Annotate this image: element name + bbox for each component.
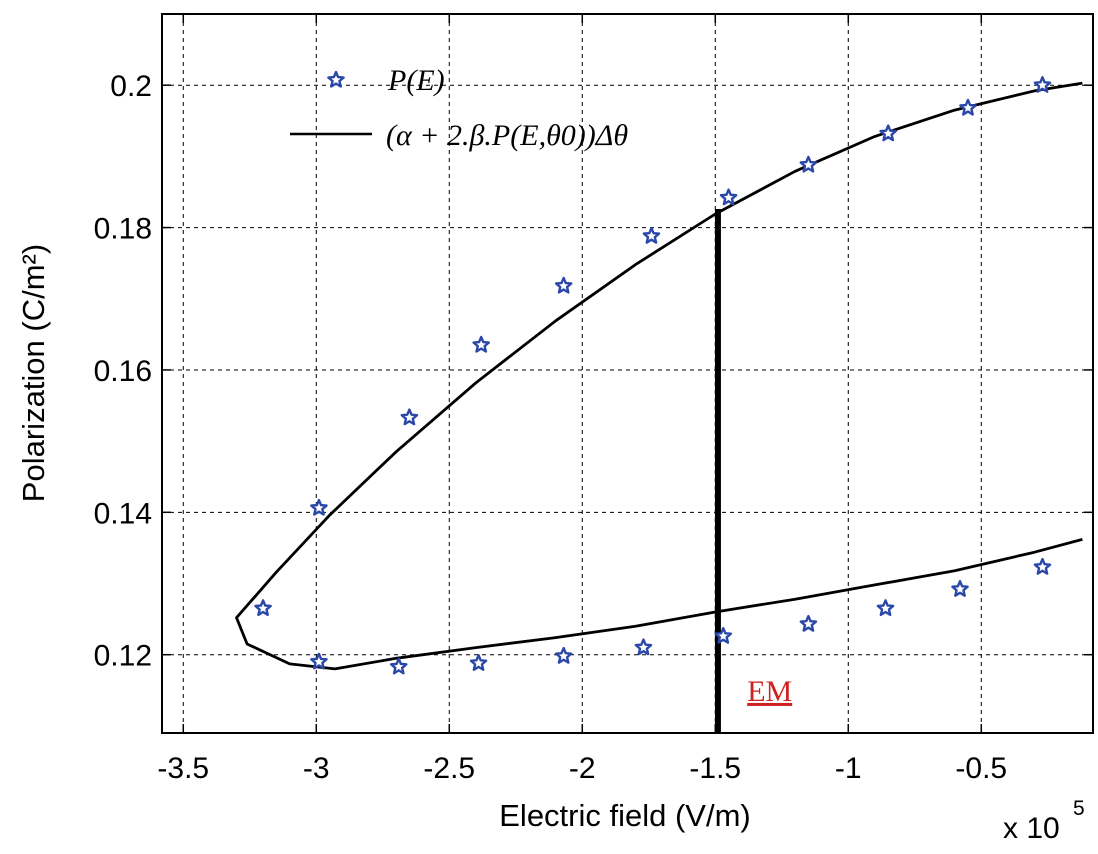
data-point (400, 408, 419, 426)
em-label: EM (747, 675, 792, 708)
data-point (469, 654, 488, 671)
data-point (310, 652, 328, 670)
x-tick-label: -3 (303, 752, 330, 785)
plot-frame (161, 13, 1094, 734)
y-tick-label: 0.18 (94, 213, 152, 246)
axis-ticks: -3.5 -3 -2.5 -2 -1.5 -1 -0.5 0.12 0.14 0.16 0.18 0.… (94, 14, 1093, 785)
marker-series (254, 75, 1052, 675)
legend: P(E) (α + 2.β.P(E,θ0))Δθ (290, 64, 628, 152)
y-axis-title: Polarization (C/m²) (16, 244, 51, 502)
y-tick-label: 0.2 (110, 70, 152, 103)
data-point (554, 646, 573, 664)
legend-label-1: (α + 2.β.P(E,θ0))Δθ (386, 119, 628, 152)
x-tick-label: -0.5 (955, 752, 1007, 785)
x-tick-label: -1.5 (689, 752, 741, 785)
data-point (719, 188, 738, 206)
x-tick-label: -1 (835, 752, 862, 785)
data-point (714, 626, 733, 644)
data-point (879, 124, 897, 142)
data-point (1033, 557, 1052, 575)
data-point (389, 657, 408, 675)
data-point (254, 599, 272, 617)
data-point (472, 335, 491, 353)
y-tick-label: 0.12 (94, 640, 152, 673)
data-point (799, 155, 818, 173)
legend-marker-swatch (327, 70, 345, 88)
legend-item-markers: P(E) (387, 64, 445, 97)
x-tick-label: -2.5 (423, 752, 475, 785)
data-point (642, 226, 661, 244)
x-tick-label: -3.5 (157, 752, 209, 785)
x-multiplier-label: x 10 (1003, 812, 1060, 845)
y-tick-label: 0.16 (94, 355, 152, 388)
legend-label-0: P(E) (387, 64, 445, 97)
y-tick-label: 0.14 (94, 497, 152, 530)
data-point (634, 638, 653, 656)
data-point (554, 276, 573, 294)
data-point (959, 98, 977, 116)
x-tick-label: -2 (569, 752, 596, 785)
data-point (799, 614, 818, 632)
data-point (310, 498, 328, 516)
data-point (876, 599, 895, 617)
x-axis-title: Electric field (V/m) (499, 798, 750, 833)
x-multiplier-exponent: 5 (1073, 797, 1085, 820)
series-line (235, 81, 1083, 671)
annotations: EM (714, 209, 792, 733)
data-point (1033, 75, 1052, 93)
legend-item-line: (α + 2.β.P(E,θ0))Δθ (290, 119, 628, 152)
data-point (951, 580, 969, 597)
line-series (235, 81, 1083, 671)
